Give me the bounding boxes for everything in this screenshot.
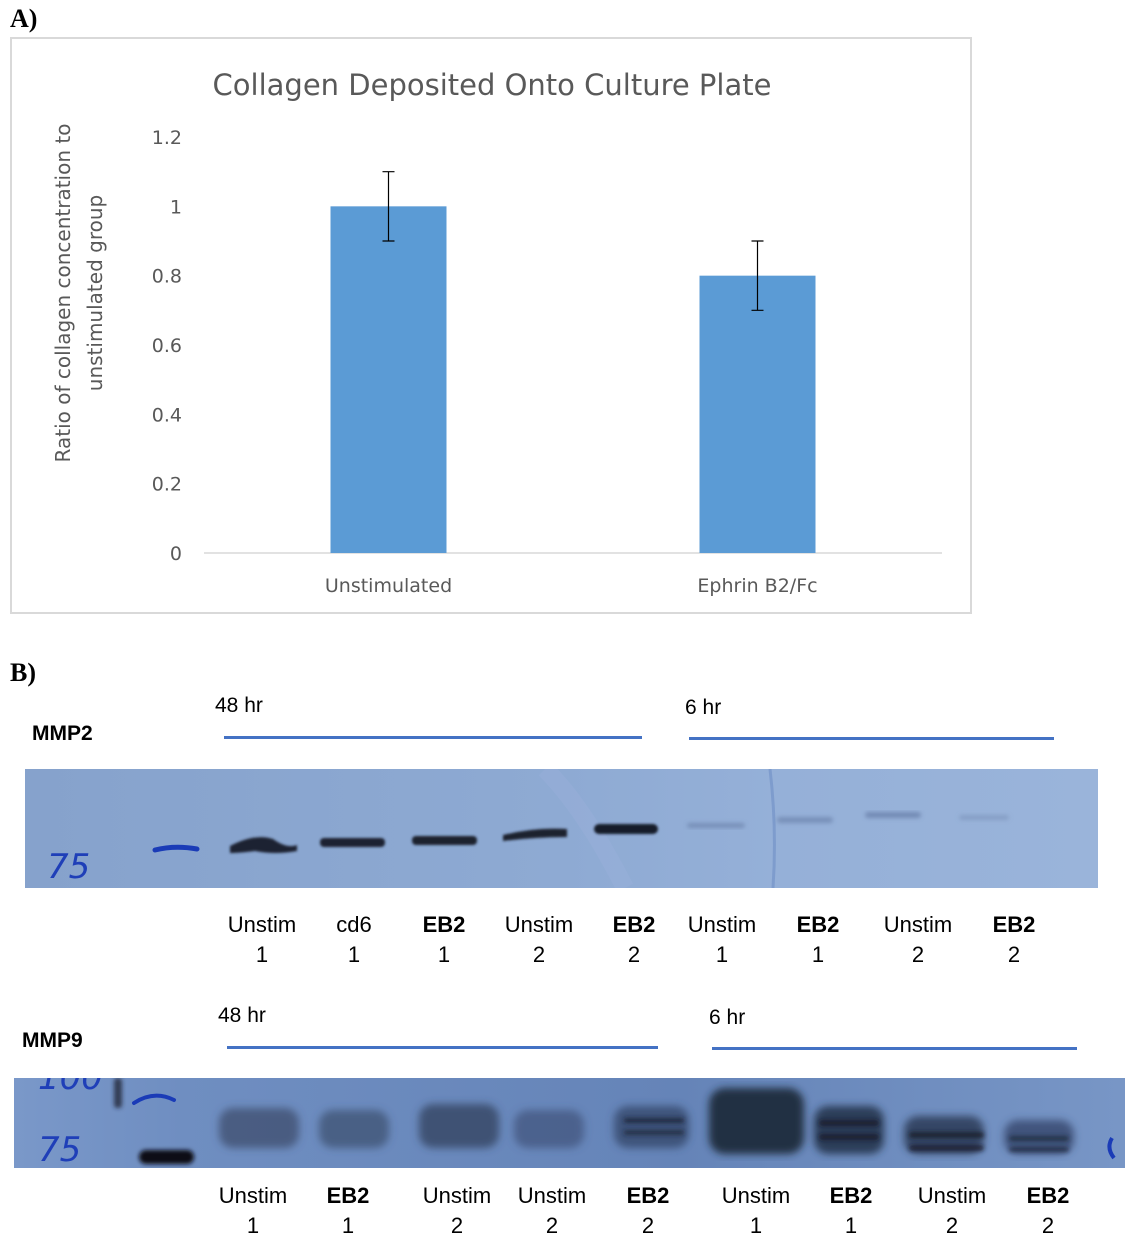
x-tick-label: Unstimulated <box>325 575 452 597</box>
lane-label-number: 1 <box>773 940 863 970</box>
lane-label: EB2 2 <box>1003 1181 1093 1241</box>
lane-label-name: Unstim <box>907 1181 997 1211</box>
mmp9-48hr-bracket <box>227 1046 658 1049</box>
lane-label-number: 2 <box>589 940 679 970</box>
lane-label-name: EB2 <box>603 1181 693 1211</box>
y-tick-label: 0 <box>170 543 182 565</box>
lane-label: Unstim 1 <box>208 1181 298 1241</box>
lane-label-name: EB2 <box>969 910 1059 940</box>
y-axis-label-line1: Ratio of collagen concentration to <box>51 124 75 463</box>
lane-label-name: Unstim <box>677 910 767 940</box>
lane-label: EB2 1 <box>303 1181 393 1241</box>
y-axis-label-line2: unstimulated group <box>83 195 107 391</box>
chart-title: Collagen Deposited Onto Culture Plate <box>213 68 772 102</box>
y-tick-label: 0.8 <box>152 266 182 288</box>
lane-label: EB2 1 <box>806 1181 896 1241</box>
y-tick-labels: 0 0.2 0.4 0.6 0.8 1 1.2 <box>152 127 182 565</box>
lane-label: EB2 2 <box>589 910 679 970</box>
lane-label-name: Unstim <box>494 910 584 940</box>
lane-label: EB2 1 <box>773 910 863 970</box>
bars <box>331 206 816 553</box>
bar <box>331 206 447 553</box>
lane-label-name: Unstim <box>412 1181 502 1211</box>
mmp9-blot-svg <box>14 1078 1125 1168</box>
lane-label-name: Unstim <box>711 1181 801 1211</box>
lane-label-name: EB2 <box>1003 1181 1093 1211</box>
lane-label-name: Unstim <box>208 1181 298 1211</box>
panel-b-label: B) <box>10 658 36 688</box>
lane-label-name: Unstim <box>217 910 307 940</box>
mmp9-blot-image: 100 75 <box>14 1078 1125 1168</box>
mmp2-time-6hr: 6 hr <box>685 696 721 720</box>
lane-label-name: Unstim <box>507 1181 597 1211</box>
lane-label: Unstim 2 <box>907 1181 997 1241</box>
lane-label: Unstim 1 <box>677 910 767 970</box>
mmp9-marker-100: 100 <box>38 1078 103 1098</box>
lane-label-number: 2 <box>873 940 963 970</box>
chart-svg: Collagen Deposited Onto Culture Plate Ra… <box>12 39 970 612</box>
lane-label-number: 1 <box>309 940 399 970</box>
mmp2-label: MMP2 <box>32 722 93 746</box>
y-tick-label: 1.2 <box>152 127 182 149</box>
mmp9-6hr-bracket <box>712 1047 1077 1050</box>
mmp9-time-6hr: 6 hr <box>709 1006 745 1030</box>
lane-label: EB2 1 <box>399 910 489 970</box>
lane-label-name: cd6 <box>309 910 399 940</box>
lane-label-number: 2 <box>969 940 1059 970</box>
lane-label-name: EB2 <box>399 910 489 940</box>
mmp2-48hr-bracket <box>224 736 642 739</box>
y-tick-label: 0.2 <box>152 474 182 496</box>
mmp9-label: MMP9 <box>22 1029 83 1053</box>
y-tick-label: 0.6 <box>152 335 182 357</box>
lane-label-name: EB2 <box>806 1181 896 1211</box>
lane-label: Unstim 2 <box>507 1181 597 1241</box>
lane-label: Unstim 2 <box>494 910 584 970</box>
mmp9-marker-75: 75 <box>38 1130 81 1168</box>
lane-label-name: EB2 <box>303 1181 393 1211</box>
collagen-bar-chart: Collagen Deposited Onto Culture Plate Ra… <box>10 37 972 614</box>
mmp2-blot-image: 75 <box>25 769 1098 888</box>
lane-label: Unstim 2 <box>873 910 963 970</box>
lane-label-name: EB2 <box>773 910 863 940</box>
lane-label-name: Unstim <box>873 910 963 940</box>
lane-label: Unstim 1 <box>711 1181 801 1241</box>
lane-label: cd6 1 <box>309 910 399 970</box>
lane-label: EB2 2 <box>969 910 1059 970</box>
lane-label-number: 1 <box>217 940 307 970</box>
y-tick-label: 1 <box>170 196 182 218</box>
lane-label-number: 2 <box>494 940 584 970</box>
mmp2-time-48hr: 48 hr <box>215 694 263 718</box>
mmp9-time-48hr: 48 hr <box>218 1004 266 1028</box>
lane-label: Unstim 1 <box>217 910 307 970</box>
lane-label: Unstim 2 <box>412 1181 502 1241</box>
panel-a-label: A) <box>10 4 37 34</box>
bar <box>700 276 816 553</box>
x-tick-label: Ephrin B2/Fc <box>697 575 817 597</box>
lane-label: EB2 2 <box>603 1181 693 1241</box>
y-tick-label: 0.4 <box>152 404 182 426</box>
mmp2-marker-75: 75 <box>47 847 90 887</box>
mmp2-6hr-bracket <box>689 737 1054 740</box>
lane-label-name: EB2 <box>589 910 679 940</box>
lane-label-number: 1 <box>399 940 489 970</box>
x-tick-labels: Unstimulated Ephrin B2/Fc <box>325 575 818 597</box>
mmp2-marker-dash <box>155 847 197 850</box>
mmp2-blot-svg <box>25 769 1098 888</box>
lane-label-number: 1 <box>677 940 767 970</box>
